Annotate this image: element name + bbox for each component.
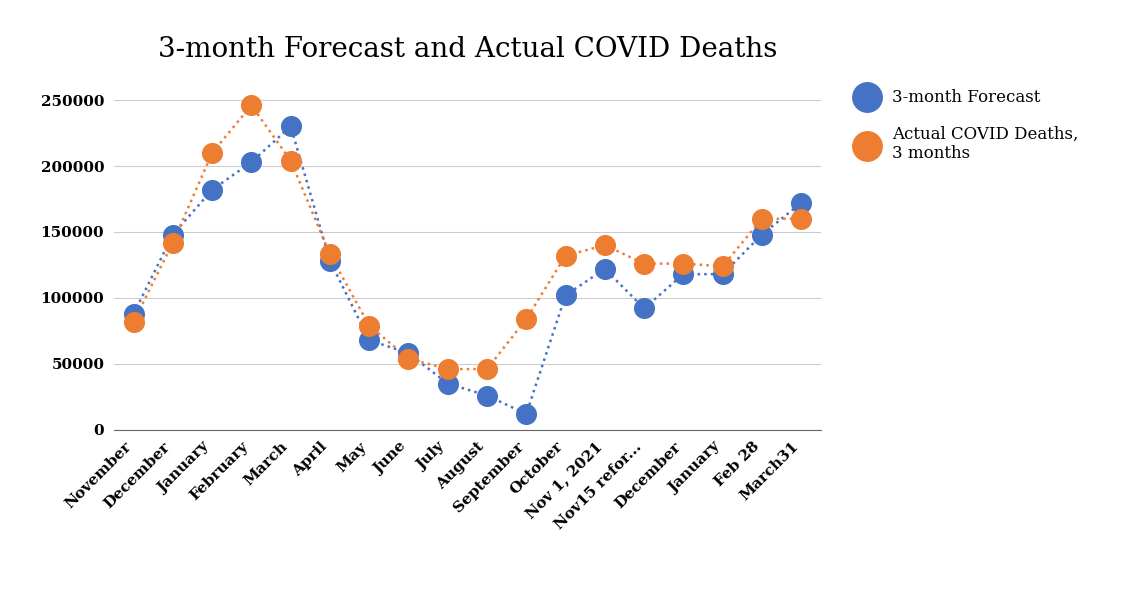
3-month Forecast — [714, 270, 732, 279]
3-month Forecast — [478, 391, 496, 400]
3-month Forecast — [596, 264, 614, 274]
3-month Forecast — [164, 230, 182, 239]
Actual COVID Deaths,
3 months — [360, 321, 378, 330]
Actual COVID Deaths,
3 months — [439, 364, 457, 374]
Actual COVID Deaths,
3 months — [203, 148, 221, 158]
Actual COVID Deaths,
3 months — [164, 238, 182, 247]
Legend: 3-month Forecast, Actual COVID Deaths,
3 months: 3-month Forecast, Actual COVID Deaths, 3… — [844, 82, 1084, 169]
3-month Forecast — [282, 122, 300, 131]
Title: 3-month Forecast and Actual COVID Deaths: 3-month Forecast and Actual COVID Deaths — [157, 36, 777, 63]
Actual COVID Deaths,
3 months — [596, 240, 614, 250]
3-month Forecast — [635, 303, 653, 313]
Actual COVID Deaths,
3 months — [282, 156, 300, 166]
Actual COVID Deaths,
3 months — [752, 214, 771, 223]
Actual COVID Deaths,
3 months — [792, 214, 811, 223]
3-month Forecast — [792, 198, 811, 208]
Actual COVID Deaths,
3 months — [556, 251, 575, 260]
3-month Forecast — [399, 348, 417, 358]
3-month Forecast — [124, 309, 142, 319]
3-month Forecast — [320, 256, 339, 266]
Actual COVID Deaths,
3 months — [674, 258, 692, 268]
Actual COVID Deaths,
3 months — [635, 258, 653, 268]
3-month Forecast — [360, 335, 378, 345]
3-month Forecast — [203, 185, 221, 195]
3-month Forecast — [439, 379, 457, 389]
Actual COVID Deaths,
3 months — [714, 262, 732, 271]
Actual COVID Deaths,
3 months — [478, 364, 496, 374]
3-month Forecast — [752, 230, 771, 239]
Actual COVID Deaths,
3 months — [320, 249, 339, 259]
Actual COVID Deaths,
3 months — [243, 101, 261, 111]
Actual COVID Deaths,
3 months — [124, 317, 142, 327]
3-month Forecast — [518, 409, 536, 419]
Actual COVID Deaths,
3 months — [518, 314, 536, 324]
3-month Forecast — [243, 157, 261, 167]
3-month Forecast — [674, 270, 692, 279]
Actual COVID Deaths,
3 months — [399, 354, 417, 363]
3-month Forecast — [556, 290, 575, 300]
